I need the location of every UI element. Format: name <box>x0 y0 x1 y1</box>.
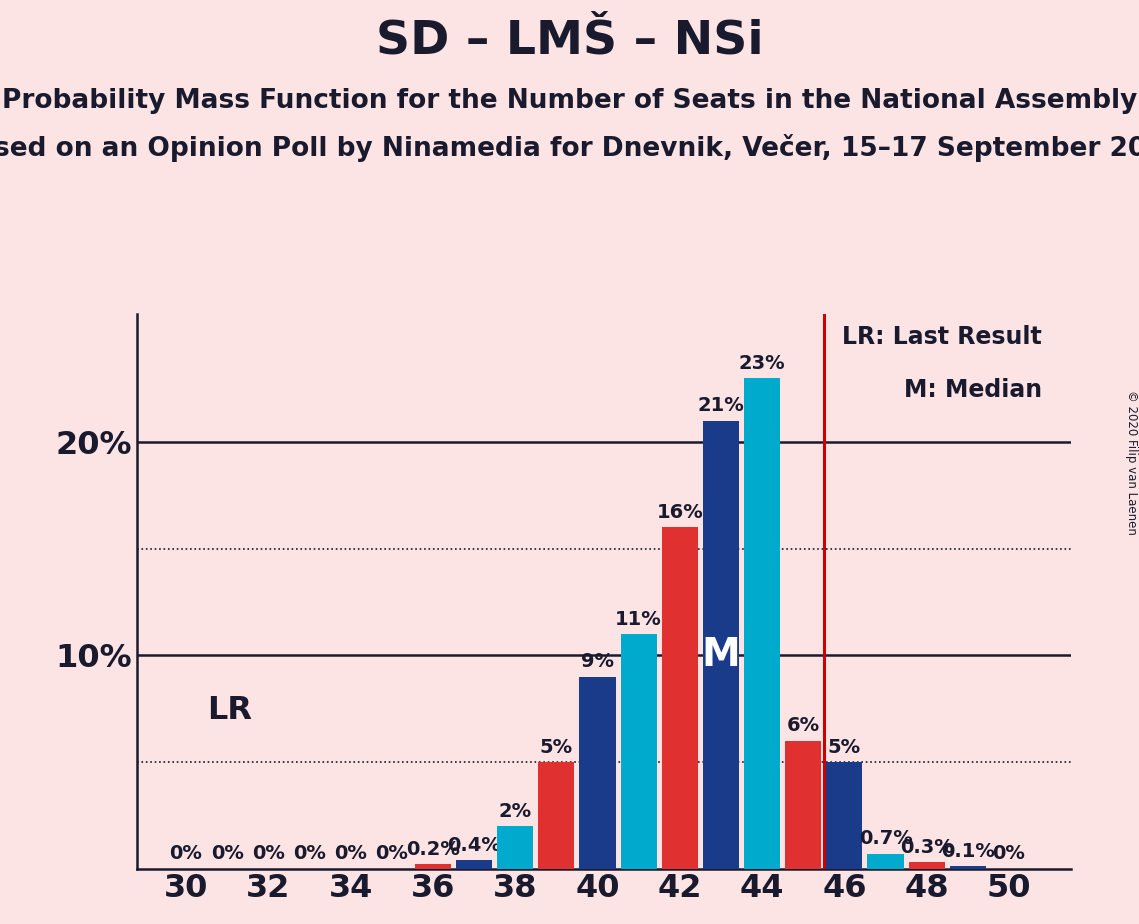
Text: 0%: 0% <box>293 845 326 863</box>
Text: 0.1%: 0.1% <box>941 842 994 861</box>
Text: Based on an Opinion Poll by Ninamedia for Dnevnik, Večer, 15–17 September 2020: Based on an Opinion Poll by Ninamedia fo… <box>0 134 1139 162</box>
Text: 0%: 0% <box>376 845 408 863</box>
Bar <box>662 528 698 869</box>
Bar <box>456 860 492 869</box>
Text: 0%: 0% <box>334 845 367 863</box>
Text: 11%: 11% <box>615 610 662 628</box>
Text: 0.4%: 0.4% <box>448 835 501 855</box>
Text: Probability Mass Function for the Number of Seats in the National Assembly: Probability Mass Function for the Number… <box>2 88 1137 114</box>
Bar <box>744 378 780 869</box>
Text: 0%: 0% <box>211 845 244 863</box>
Text: 9%: 9% <box>581 652 614 672</box>
Bar <box>703 420 739 869</box>
Text: © 2020 Filip van Laenen: © 2020 Filip van Laenen <box>1124 390 1138 534</box>
Text: LR: LR <box>206 695 252 726</box>
Text: 23%: 23% <box>739 354 786 372</box>
Text: LR: Last Result: LR: Last Result <box>842 325 1042 349</box>
Text: SD – LMŠ – NSi: SD – LMŠ – NSi <box>376 18 763 64</box>
Text: 0.2%: 0.2% <box>405 840 460 859</box>
Bar <box>950 867 986 869</box>
Bar <box>909 862 944 869</box>
Bar <box>868 854 903 869</box>
Text: 5%: 5% <box>828 737 861 757</box>
Bar <box>539 762 574 869</box>
Bar <box>621 634 657 869</box>
Text: 0.7%: 0.7% <box>859 830 912 848</box>
Text: 2%: 2% <box>499 802 532 821</box>
Text: 5%: 5% <box>540 737 573 757</box>
Bar <box>826 762 862 869</box>
Text: 6%: 6% <box>787 716 820 736</box>
Text: 21%: 21% <box>697 396 744 416</box>
Text: 16%: 16% <box>656 503 703 522</box>
Bar <box>580 676 615 869</box>
Text: M: Median: M: Median <box>903 378 1042 402</box>
Text: 0%: 0% <box>170 845 203 863</box>
Text: 0%: 0% <box>252 845 285 863</box>
Text: 0%: 0% <box>992 845 1025 863</box>
Text: M: M <box>702 637 740 675</box>
Bar <box>497 826 533 869</box>
Bar <box>785 741 821 869</box>
Text: 0.3%: 0.3% <box>900 838 953 857</box>
Bar <box>415 864 451 869</box>
